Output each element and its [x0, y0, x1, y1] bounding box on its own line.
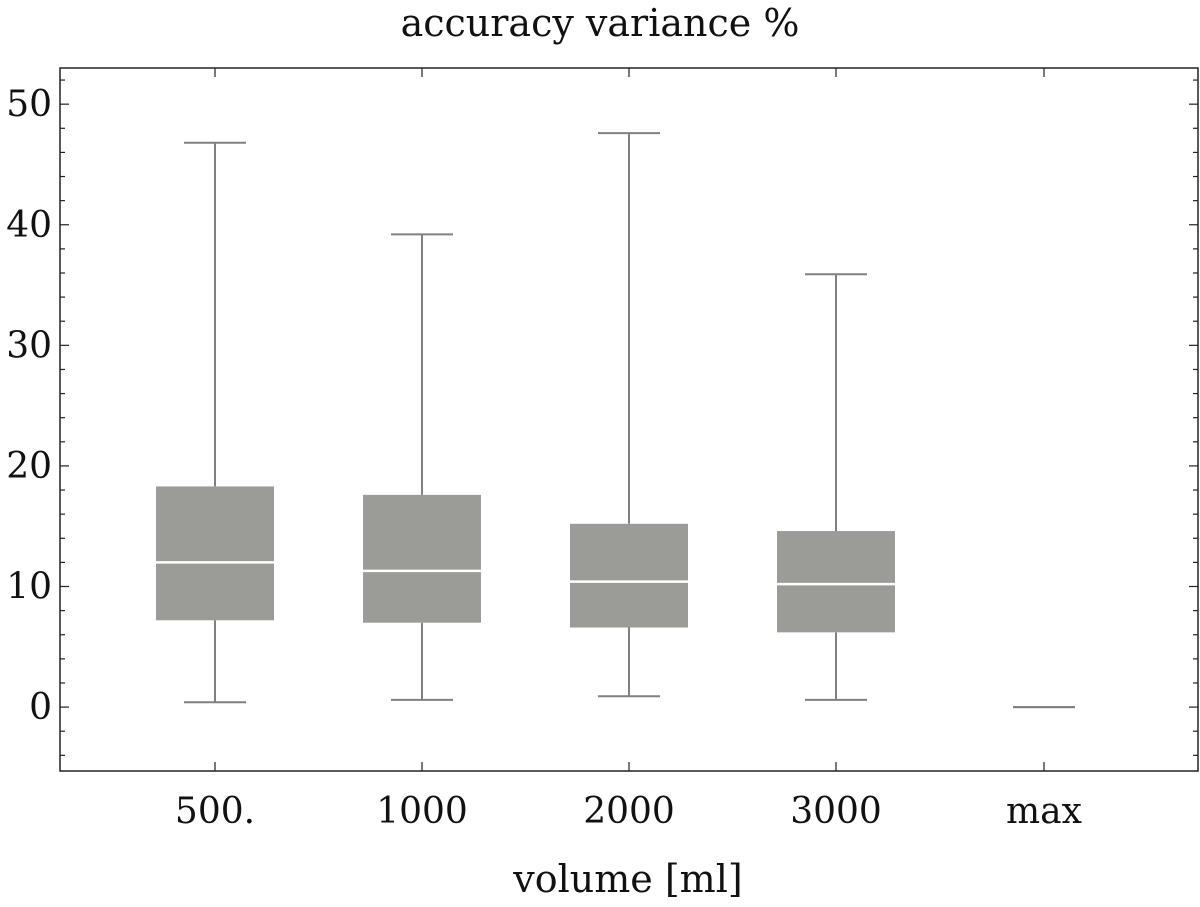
interquartile-box: [777, 531, 895, 633]
interquartile-box: [570, 523, 688, 628]
x-tick-labels: 500. 1000 2000 3000 max: [175, 791, 1082, 832]
box-2000: [570, 132, 688, 698]
box-1000: [363, 233, 481, 701]
y-tick-label: 50: [6, 84, 52, 125]
y-tick-label: 40: [6, 205, 52, 246]
interquartile-box: [156, 486, 274, 621]
boxes: [156, 132, 1075, 709]
x-tick-label: 1000: [376, 791, 468, 832]
x-tick-label: 3000: [790, 791, 882, 832]
box-3000: [777, 273, 895, 701]
x-tick-label: max: [1006, 791, 1082, 832]
y-tick-label: 30: [6, 325, 52, 366]
y-tick-label: 20: [6, 446, 52, 487]
y-tick-label: 0: [29, 687, 52, 728]
interquartile-box: [363, 494, 481, 623]
x-tick-label: 500.: [175, 791, 255, 832]
box-500.: [156, 141, 274, 704]
chart-title: accuracy variance %: [401, 1, 800, 45]
x-axis-label: volume [ml]: [512, 857, 742, 901]
axis-ticks: [60, 68, 1198, 771]
x-tick-label: 2000: [583, 791, 675, 832]
y-tick-labels: 0 10 20 30 40 50: [6, 84, 52, 728]
y-tick-label: 10: [6, 567, 52, 608]
